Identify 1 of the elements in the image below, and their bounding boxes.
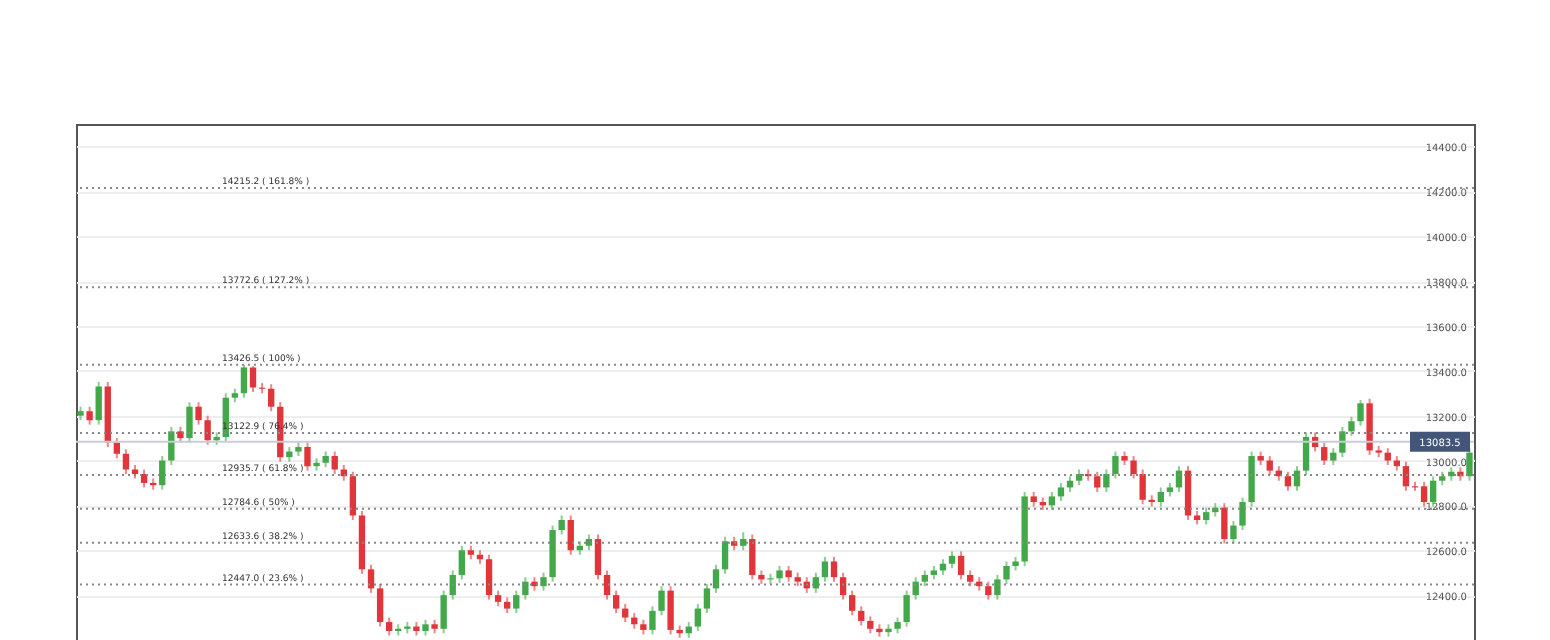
candlestick (767, 572, 774, 585)
